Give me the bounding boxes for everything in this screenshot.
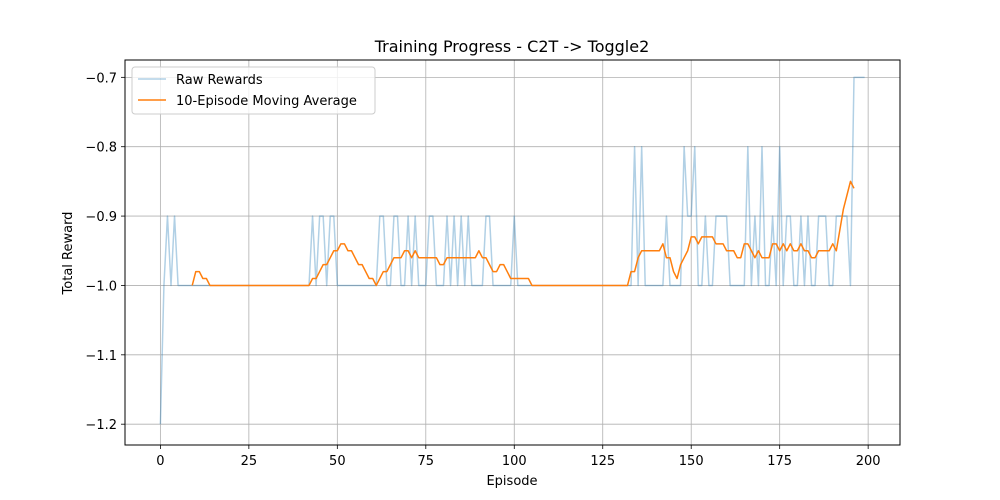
y-axis-label: Total Reward [61, 212, 76, 296]
y-tick-label: −0.9 [85, 210, 117, 225]
x-axis-label: Episode [486, 474, 537, 489]
series-layer [159, 76, 865, 425]
y-tick-label: −1.2 [85, 418, 117, 433]
grid-lines [125, 60, 900, 445]
x-tick-label: 175 [767, 454, 792, 469]
x-tick-label: 125 [590, 454, 615, 469]
plot-frame [124, 59, 901, 446]
x-tick-label: 50 [329, 454, 346, 469]
x-axis: 0 25 50 75 100 125 150 175 200 [156, 445, 881, 469]
legend: Raw Rewards 10-Episode Moving Average [131, 66, 376, 115]
legend-box [131, 66, 376, 115]
x-tick-label: 75 [418, 454, 435, 469]
x-tick-label: 0 [156, 454, 164, 469]
y-tick-label: −1.1 [85, 349, 117, 364]
y-tick-label: −0.8 [85, 141, 117, 156]
x-tick-label: 150 [679, 454, 704, 469]
legend-label-raw-rewards: Raw Rewards [176, 73, 263, 88]
y-axis: −1.2 −1.1 −1.0 −0.9 −0.8 −0.7 [85, 71, 125, 433]
x-tick-label: 25 [241, 454, 258, 469]
legend-label-moving-average: 10-Episode Moving Average [176, 94, 357, 109]
moving-average-line [191, 180, 855, 287]
chart-title: Training Progress - C2T -> Toggle2 [374, 37, 650, 56]
y-tick-label: −1.0 [85, 279, 117, 294]
y-tick-label: −0.7 [85, 71, 117, 86]
x-tick-label: 200 [856, 454, 881, 469]
x-tick-label: 100 [502, 454, 527, 469]
